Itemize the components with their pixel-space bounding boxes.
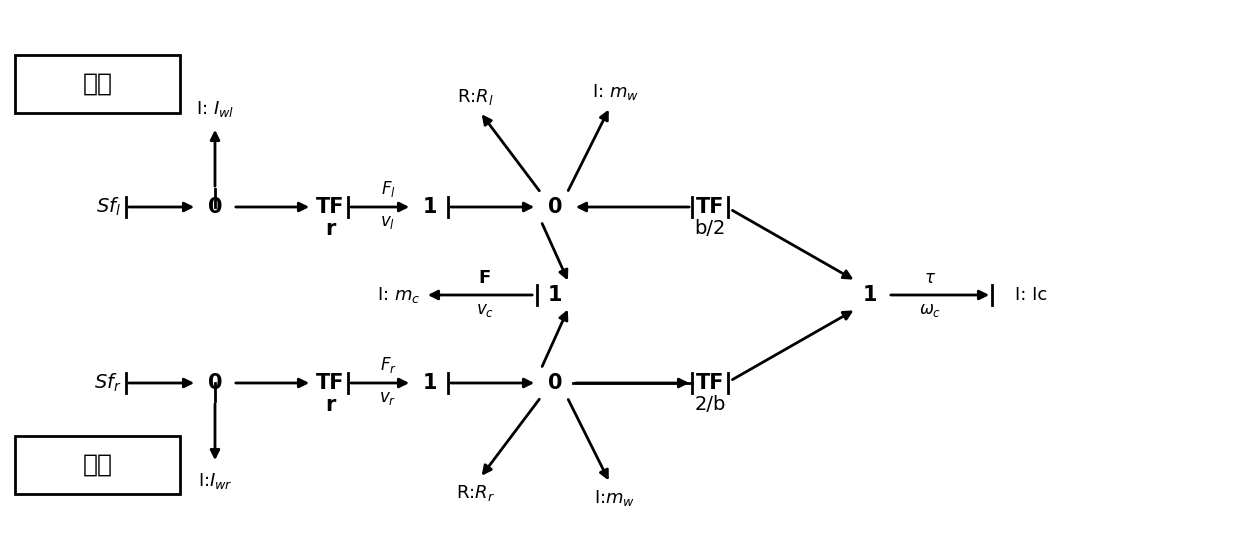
Text: TF: TF [696,373,724,393]
Text: $F_r$: $F_r$ [379,355,397,375]
Text: F: F [479,269,491,287]
Text: $v_r$: $v_r$ [379,389,397,407]
Text: I:$I_{wr}$: I:$I_{wr}$ [197,471,232,491]
Text: I: $m_c$: I: $m_c$ [377,285,420,305]
Text: R:$R_l$: R:$R_l$ [456,87,494,107]
Text: $v_c$: $v_c$ [476,301,494,319]
Text: I: $I_{wl}$: I: $I_{wl}$ [196,99,234,119]
Bar [15,436,180,494]
Text: 右轮: 右轮 [83,453,113,477]
Text: 0: 0 [208,197,222,217]
Text: I: $m_w$: I: $m_w$ [591,82,639,102]
Text: $Sf_l$: $Sf_l$ [95,196,120,218]
Text: TF: TF [696,197,724,217]
Text: 1: 1 [548,285,562,305]
Text: $Sf_r$: $Sf_r$ [94,372,122,394]
Text: TF: TF [316,373,345,393]
Text: 2/b: 2/b [694,395,725,414]
Text: $F_l$: $F_l$ [381,179,396,199]
Text: 0: 0 [548,197,562,217]
Text: I: Ic: I: Ic [1016,286,1048,304]
Text: 1: 1 [423,197,438,217]
Text: R:$R_r$: R:$R_r$ [455,483,495,503]
Text: I:$m_w$: I:$m_w$ [594,488,636,508]
Text: 0: 0 [208,373,222,393]
Text: 左轮: 左轮 [83,72,113,96]
Text: 1: 1 [423,373,438,393]
Text: b/2: b/2 [694,220,725,238]
Text: $v_l$: $v_l$ [381,213,396,231]
Text: $\omega_c$: $\omega_c$ [919,301,941,319]
Text: $\tau$: $\tau$ [924,269,936,287]
Text: 1: 1 [863,285,877,305]
Text: 0: 0 [548,373,562,393]
Text: TF: TF [316,197,345,217]
Text: r: r [325,395,335,415]
Bar [15,55,180,113]
Text: r: r [325,219,335,239]
